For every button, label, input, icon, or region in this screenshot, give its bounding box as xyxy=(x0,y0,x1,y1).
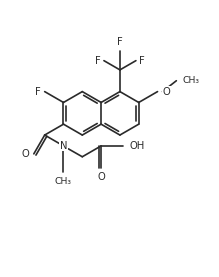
Text: F: F xyxy=(139,56,145,66)
Text: F: F xyxy=(35,87,41,97)
Text: F: F xyxy=(117,37,123,47)
Text: N: N xyxy=(60,141,67,151)
Text: CH₃: CH₃ xyxy=(182,76,199,85)
Text: F: F xyxy=(95,56,101,66)
Text: O: O xyxy=(21,149,29,159)
Text: O: O xyxy=(162,87,170,97)
Text: OH: OH xyxy=(130,141,145,151)
Text: CH₃: CH₃ xyxy=(55,178,72,186)
Text: O: O xyxy=(97,171,105,182)
